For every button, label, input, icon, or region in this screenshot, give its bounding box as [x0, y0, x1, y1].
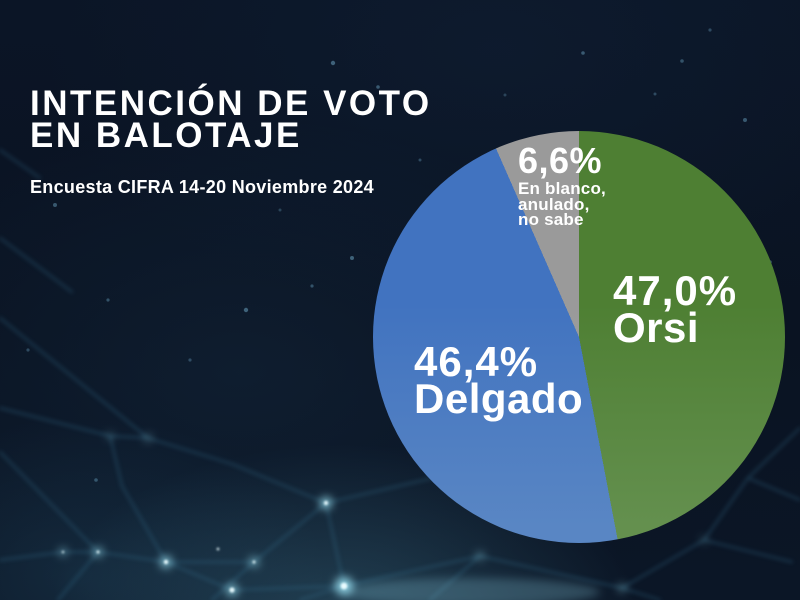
delgado-value: 46,4%	[414, 338, 539, 385]
orsi-value: 47,0%	[613, 267, 738, 314]
blank-null-name: En blanco, anulado, no sabe	[518, 179, 606, 229]
orsi-name: Orsi	[613, 304, 700, 351]
blank-null-value: 6,6%	[518, 140, 603, 181]
delgado-name: Delgado	[414, 375, 584, 422]
page-title-line-2: EN BALOTAJE	[30, 116, 302, 155]
pie-label-delgado: 46,4% Delgado	[414, 338, 584, 422]
survey-subtitle: Encuesta CIFRA 14-20 Noviembre 2024	[30, 177, 374, 197]
network-node-cores	[61, 500, 348, 593]
pie-label-orsi: 47,0% Orsi	[613, 267, 738, 351]
page-title: INTENCIÓN DE VOTO EN BALOTAJE	[30, 84, 432, 155]
page-title-line-1: INTENCIÓN DE VOTO	[30, 84, 432, 123]
pie-label-blank-null-undecided: 6,6% En blanco, anulado, no sabe	[518, 140, 606, 229]
pie-chart	[373, 131, 785, 543]
